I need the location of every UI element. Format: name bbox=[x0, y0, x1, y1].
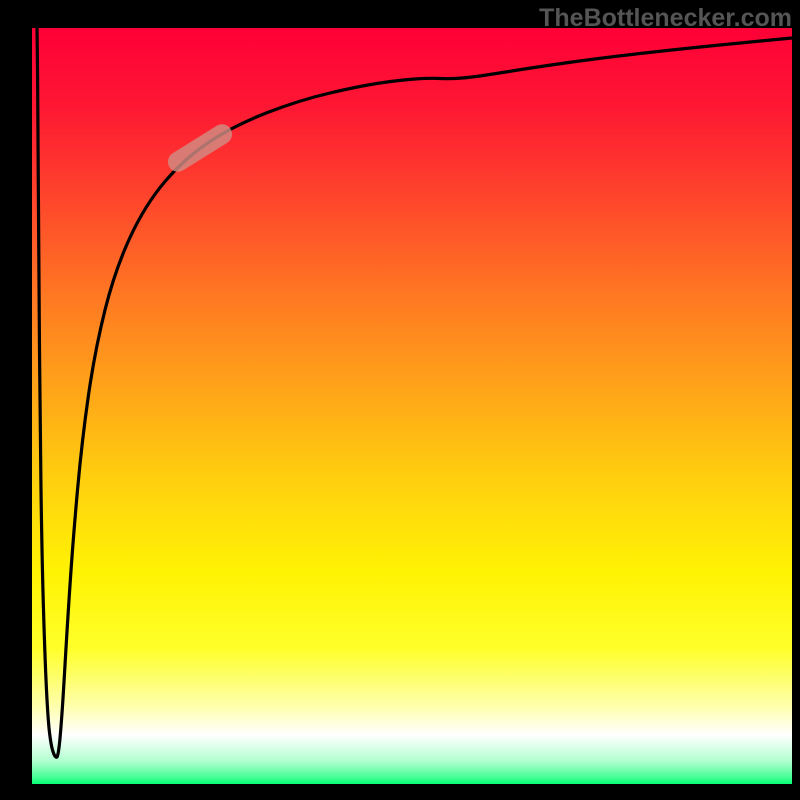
attribution-text: TheBottlenecker.com bbox=[539, 4, 792, 32]
attribution-label: TheBottlenecker.com bbox=[539, 4, 792, 33]
chart-canvas: TheBottlenecker.com bbox=[0, 0, 800, 800]
curve-path bbox=[37, 28, 792, 757]
bottleneck-curve bbox=[0, 0, 800, 800]
